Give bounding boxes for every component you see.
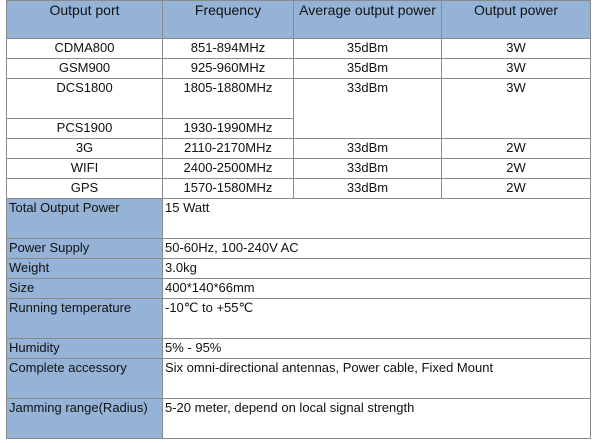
header-cell: Output port	[6, 0, 163, 39]
spec-value: 3.0kg	[162, 258, 591, 279]
row: 3G 2110-2170MHz 33dBm 2W	[6, 138, 591, 159]
spec-row: Size 400*140*66mm	[6, 278, 591, 299]
cell: DCS1800	[6, 78, 163, 119]
cell: 925-960MHz	[162, 58, 294, 79]
spec-value: 50-60Hz, 100-240V AC	[162, 238, 591, 259]
cell: 2W	[441, 158, 591, 179]
spec-table: Output port Frequency Average output pow…	[6, 0, 591, 439]
header-cell: Frequency	[162, 0, 294, 39]
spec-label: Humidity	[6, 338, 163, 359]
cell: 2W	[441, 138, 591, 159]
spec-row: Complete accessory Six omni-directional …	[6, 358, 591, 399]
spec-row: Power Supply 50-60Hz, 100-240V AC	[6, 238, 591, 259]
spec-row: Humidity 5% - 95%	[6, 338, 591, 359]
row: WIFI 2400-2500MHz 33dBm 2W	[6, 158, 591, 179]
spec-label: Total Output Power	[6, 198, 163, 239]
spec-label: Size	[6, 278, 163, 299]
spec-value: 15 Watt	[162, 198, 591, 239]
row: GPS 1570-1580MHz 33dBm 2W	[6, 178, 591, 199]
cell: 3W	[441, 78, 591, 139]
spec-value: 5% - 95%	[162, 338, 591, 359]
spec-value: Six omni-directional antennas, Power cab…	[162, 358, 591, 399]
cell: 33dBm	[293, 178, 442, 199]
spec-value: 5-20 meter, depend on local signal stren…	[162, 398, 591, 439]
cell: 35dBm	[293, 58, 442, 79]
cell: 2W	[441, 178, 591, 199]
spec-row: Weight 3.0kg	[6, 258, 591, 279]
cell: 2110-2170MHz	[162, 138, 294, 159]
cell: 2400-2500MHz	[162, 158, 294, 179]
cell: 3G	[6, 138, 163, 159]
spec-label: Power Supply	[6, 238, 163, 259]
cell: CDMA800	[6, 38, 163, 59]
spec-value: -10℃ to +55℃	[162, 298, 591, 339]
cell: GPS	[6, 178, 163, 199]
header-row: Output port Frequency Average output pow…	[6, 0, 591, 39]
cell: 1930-1990MHz	[162, 118, 294, 139]
row: DCS1800 1805-1880MHz 33dBm 3W	[6, 78, 591, 139]
cell: 33dBm	[293, 78, 442, 139]
header-cell: Output power	[441, 0, 591, 39]
spec-label: Weight	[6, 258, 163, 279]
cell: 33dBm	[293, 158, 442, 179]
cell: 33dBm	[293, 138, 442, 159]
spec-label: Complete accessory	[6, 358, 163, 399]
cell: WIFI	[6, 158, 163, 179]
cell: 1570-1580MHz	[162, 178, 294, 199]
header-cell: Average output power	[293, 0, 442, 39]
spec-value: 400*140*66mm	[162, 278, 591, 299]
cell: 35dBm	[293, 38, 442, 59]
cell: 3W	[441, 58, 591, 79]
spec-row: Total Output Power 15 Watt	[6, 198, 591, 239]
row: CDMA800 851-894MHz 35dBm 3W	[6, 38, 591, 59]
row: GSM900 925-960MHz 35dBm 3W	[6, 58, 591, 79]
cell: 3W	[441, 38, 591, 59]
cell: PCS1900	[6, 118, 163, 139]
spec-label: Running temperature	[6, 298, 163, 339]
spec-row: Jamming range(Radius) 5-20 meter, depend…	[6, 398, 591, 439]
cell: 851-894MHz	[162, 38, 294, 59]
spec-label: Jamming range(Radius)	[6, 398, 163, 439]
spec-row: Running temperature -10℃ to +55℃	[6, 298, 591, 339]
cell: GSM900	[6, 58, 163, 79]
cell: 1805-1880MHz	[162, 78, 294, 119]
